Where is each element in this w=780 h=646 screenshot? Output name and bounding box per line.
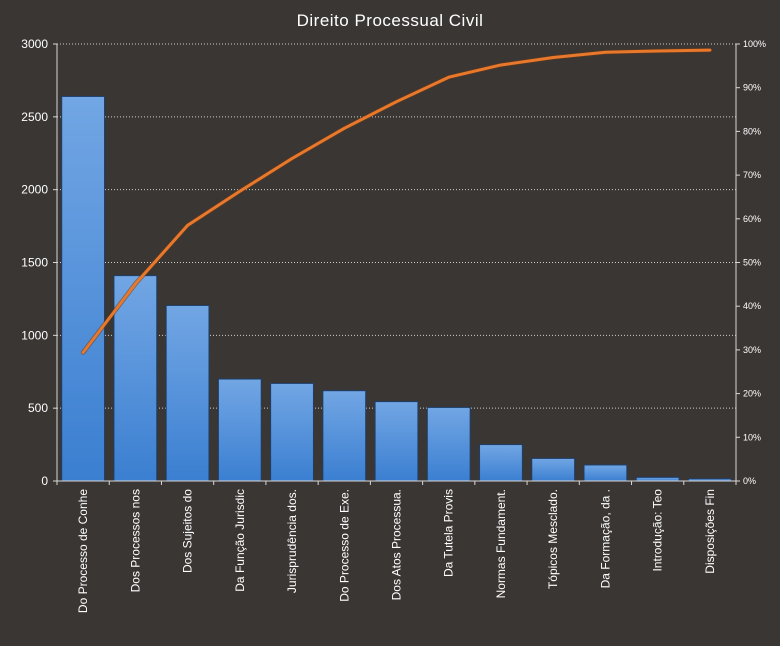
x-tick-label: Do Processo de Exe. — [337, 489, 351, 602]
bar — [479, 444, 523, 482]
y2-tick-label: 60% — [743, 214, 761, 224]
y-tick-label: 2000 — [21, 183, 48, 197]
y-tick-label: 2500 — [21, 110, 48, 124]
y2-axis-tick-labels: 0% 10% 20% 30% 40% 50% 60% 70% 80% 90% 100% — [743, 39, 766, 486]
bar — [635, 476, 680, 482]
bar — [531, 457, 576, 482]
x-tick-label: Dos Sujeitos do — [181, 489, 195, 573]
x-tick-label: Do Processo de Conhe — [76, 489, 90, 613]
cumulative-series-line — [81, 48, 712, 355]
bar — [426, 406, 471, 482]
x-tick-label: Dos Atos Processua. — [390, 489, 404, 600]
x-axis-tick-labels: Do Processo de Conhe Dos Processos nos Dos… — [76, 489, 717, 613]
y2-tick-label: 80% — [743, 126, 761, 136]
bar — [217, 378, 262, 482]
x-tick-label: Da Tutela Provis — [442, 489, 456, 577]
x-tick-label: Jurisprudência dos. — [285, 489, 299, 593]
x-tick-label: Da Formação, da . — [598, 489, 612, 588]
y2-tick-label: 90% — [743, 83, 761, 93]
y2-tick-label: 50% — [743, 258, 761, 268]
bar — [374, 401, 419, 482]
y-tick-label: 1000 — [21, 328, 48, 342]
bar — [61, 95, 106, 482]
x-tick-label: Introdução: Teo — [651, 489, 665, 572]
y2-tick-label: 30% — [743, 345, 761, 355]
grid-lines — [57, 43, 736, 409]
y2-tick-label: 100% — [743, 39, 766, 49]
axes — [53, 43, 740, 485]
y-tick-label: 500 — [28, 401, 48, 415]
x-tick-label: Da Função Jurisdic — [233, 489, 247, 592]
chart-title: Direito Processual Civil — [297, 11, 484, 30]
y-tick-label: 0 — [41, 474, 48, 488]
y-axis-tick-labels: 0 500 1000 1500 2000 2500 3000 — [21, 37, 48, 488]
bar — [322, 390, 367, 482]
cumulative-line — [80, 47, 713, 355]
y-tick-label: 1500 — [21, 256, 48, 270]
x-tick-label: Normas Fundament. — [494, 489, 508, 598]
bars — [61, 95, 732, 482]
y2-tick-label: 40% — [743, 301, 761, 311]
bar — [165, 304, 210, 482]
bar — [113, 275, 158, 482]
x-tick-label: Disposições Fin — [703, 489, 717, 574]
bar — [270, 382, 314, 482]
y2-tick-label: 10% — [743, 432, 761, 442]
x-tick-label: Dos Processos nos — [128, 489, 142, 592]
y2-tick-label: 0% — [743, 476, 756, 486]
y2-tick-label: 20% — [743, 389, 761, 399]
bar — [583, 464, 628, 482]
y2-tick-label: 70% — [743, 170, 761, 180]
y-tick-label: 3000 — [21, 37, 48, 51]
x-tick-label: Tópicos Mesclado. — [546, 489, 560, 589]
